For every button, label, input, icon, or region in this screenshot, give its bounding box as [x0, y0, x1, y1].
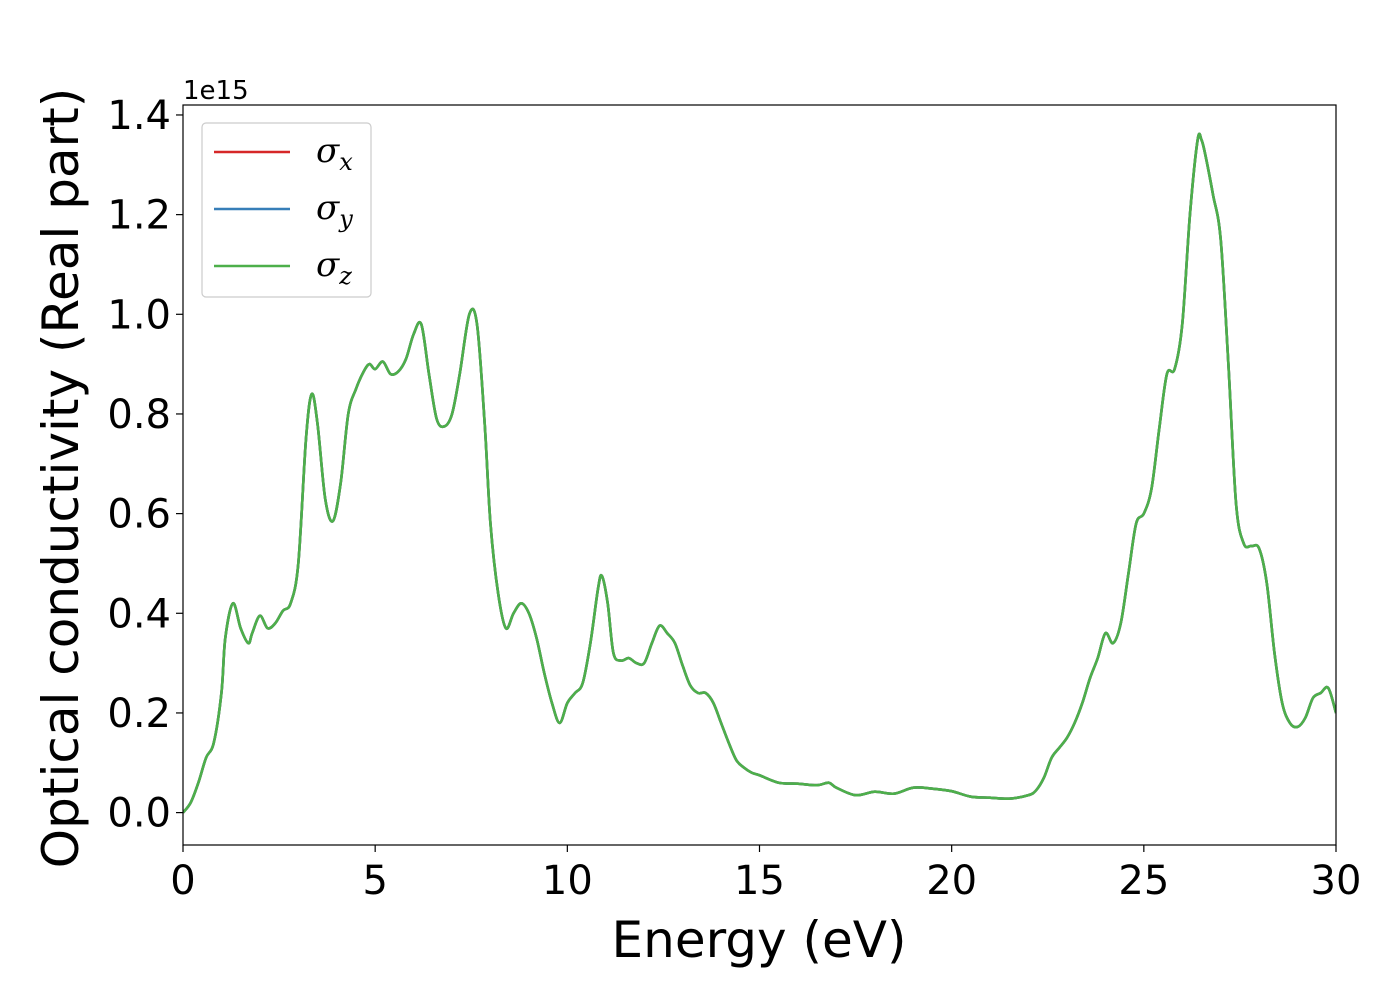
- y-tick-label: 0.2: [107, 691, 171, 737]
- y-tick-label: 1.0: [107, 292, 171, 338]
- y-axis: 0.0 0.2 0.4 0.6 0.8 1.0 1.2 1.4: [107, 93, 183, 837]
- y-tick-label: 0.6: [107, 492, 171, 538]
- y-tick-label: 0.0: [107, 791, 171, 837]
- x-tick-label: 20: [926, 858, 977, 904]
- y-tick-label: 0.4: [107, 591, 171, 637]
- y-tick-label: 1.2: [107, 193, 171, 239]
- x-tick-label: 30: [1311, 858, 1362, 904]
- y-axis-label: Optical conductivity (Real part): [32, 88, 90, 869]
- plot-lines: [183, 132, 1336, 814]
- x-axis: 0 5 10 15 20 25 30: [170, 845, 1361, 904]
- x-tick-label: 25: [1118, 858, 1169, 904]
- y-tick-label: 0.8: [107, 392, 171, 438]
- series-line-z: [183, 132, 1336, 814]
- x-tick-label: 0: [170, 858, 195, 904]
- x-tick-label: 15: [734, 858, 785, 904]
- y-tick-label: 1.4: [107, 93, 171, 139]
- x-tick-label: 5: [362, 858, 387, 904]
- x-tick-label: 10: [542, 858, 593, 904]
- y-offset-label: 1e15: [183, 76, 249, 106]
- x-axis-label: Energy (eV): [612, 911, 907, 969]
